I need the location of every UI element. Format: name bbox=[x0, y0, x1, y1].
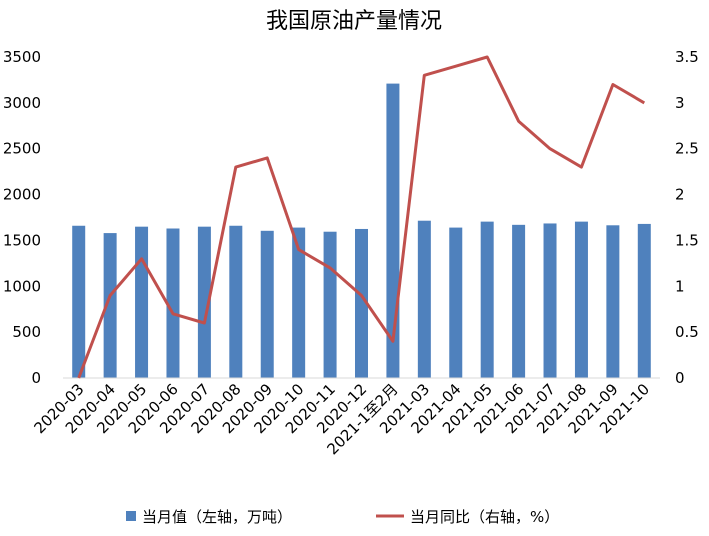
series-line bbox=[77, 55, 646, 379]
right-axis-tick-label: 2 bbox=[675, 186, 685, 204]
legend-bar-label: 当月值（左轴，万吨） bbox=[142, 508, 292, 526]
bar bbox=[166, 228, 180, 378]
bar bbox=[512, 224, 526, 378]
left-axis-tick-label: 2500 bbox=[3, 140, 41, 158]
bar bbox=[574, 221, 588, 378]
right-axis-tick-label: 3.5 bbox=[675, 48, 699, 66]
right-axis-tick-label: 0 bbox=[675, 369, 685, 387]
right-axis-tick-label: 0.5 bbox=[675, 323, 699, 341]
left-axis-tick-label: 3000 bbox=[3, 94, 41, 112]
legend: 当月值（左轴，万吨） 当月同比（右轴，%） bbox=[126, 508, 559, 526]
bar bbox=[135, 226, 149, 378]
bar bbox=[355, 228, 368, 378]
bar bbox=[606, 225, 620, 378]
right-axis-tick-label: 3 bbox=[675, 94, 685, 112]
x-axis-ticks: 2020-032020-042020-052020-062020-072020-… bbox=[30, 380, 653, 458]
left-axis-tick-label: 3500 bbox=[3, 48, 41, 66]
bar bbox=[103, 233, 117, 378]
bar bbox=[292, 227, 306, 378]
bar bbox=[637, 223, 651, 378]
bar bbox=[72, 225, 86, 378]
line-series bbox=[77, 55, 646, 379]
left-axis-tick-label: 500 bbox=[12, 323, 41, 341]
bar-series bbox=[72, 83, 651, 379]
right-axis-tick-label: 1.5 bbox=[675, 231, 699, 249]
bar bbox=[323, 231, 337, 378]
left-axis-tick-label: 0 bbox=[31, 369, 41, 387]
bar bbox=[197, 226, 211, 378]
left-axis-tick-label: 1000 bbox=[3, 277, 41, 295]
right-axis-tick-label: 2.5 bbox=[675, 140, 699, 158]
bar bbox=[543, 223, 557, 378]
left-axis-tick-label: 2000 bbox=[3, 186, 41, 204]
right-axis-tick-label: 1 bbox=[675, 277, 685, 295]
bar bbox=[260, 230, 274, 378]
legend-bar-swatch bbox=[126, 511, 136, 521]
chart-title: 我国原油产量情况 bbox=[266, 9, 442, 34]
bar bbox=[480, 221, 494, 378]
left-axis-tick-label: 1500 bbox=[3, 231, 41, 249]
legend-line-label: 当月同比（右轴，%） bbox=[410, 508, 559, 526]
left-axis-ticks: 0 500 1000 1500 2000 2500 3000 3500 bbox=[3, 48, 41, 387]
bar bbox=[449, 227, 463, 378]
right-axis-ticks: 0 0.5 1 1.5 2 2.5 3 3.5 bbox=[675, 48, 699, 387]
bar bbox=[229, 225, 243, 378]
bar bbox=[417, 220, 431, 378]
